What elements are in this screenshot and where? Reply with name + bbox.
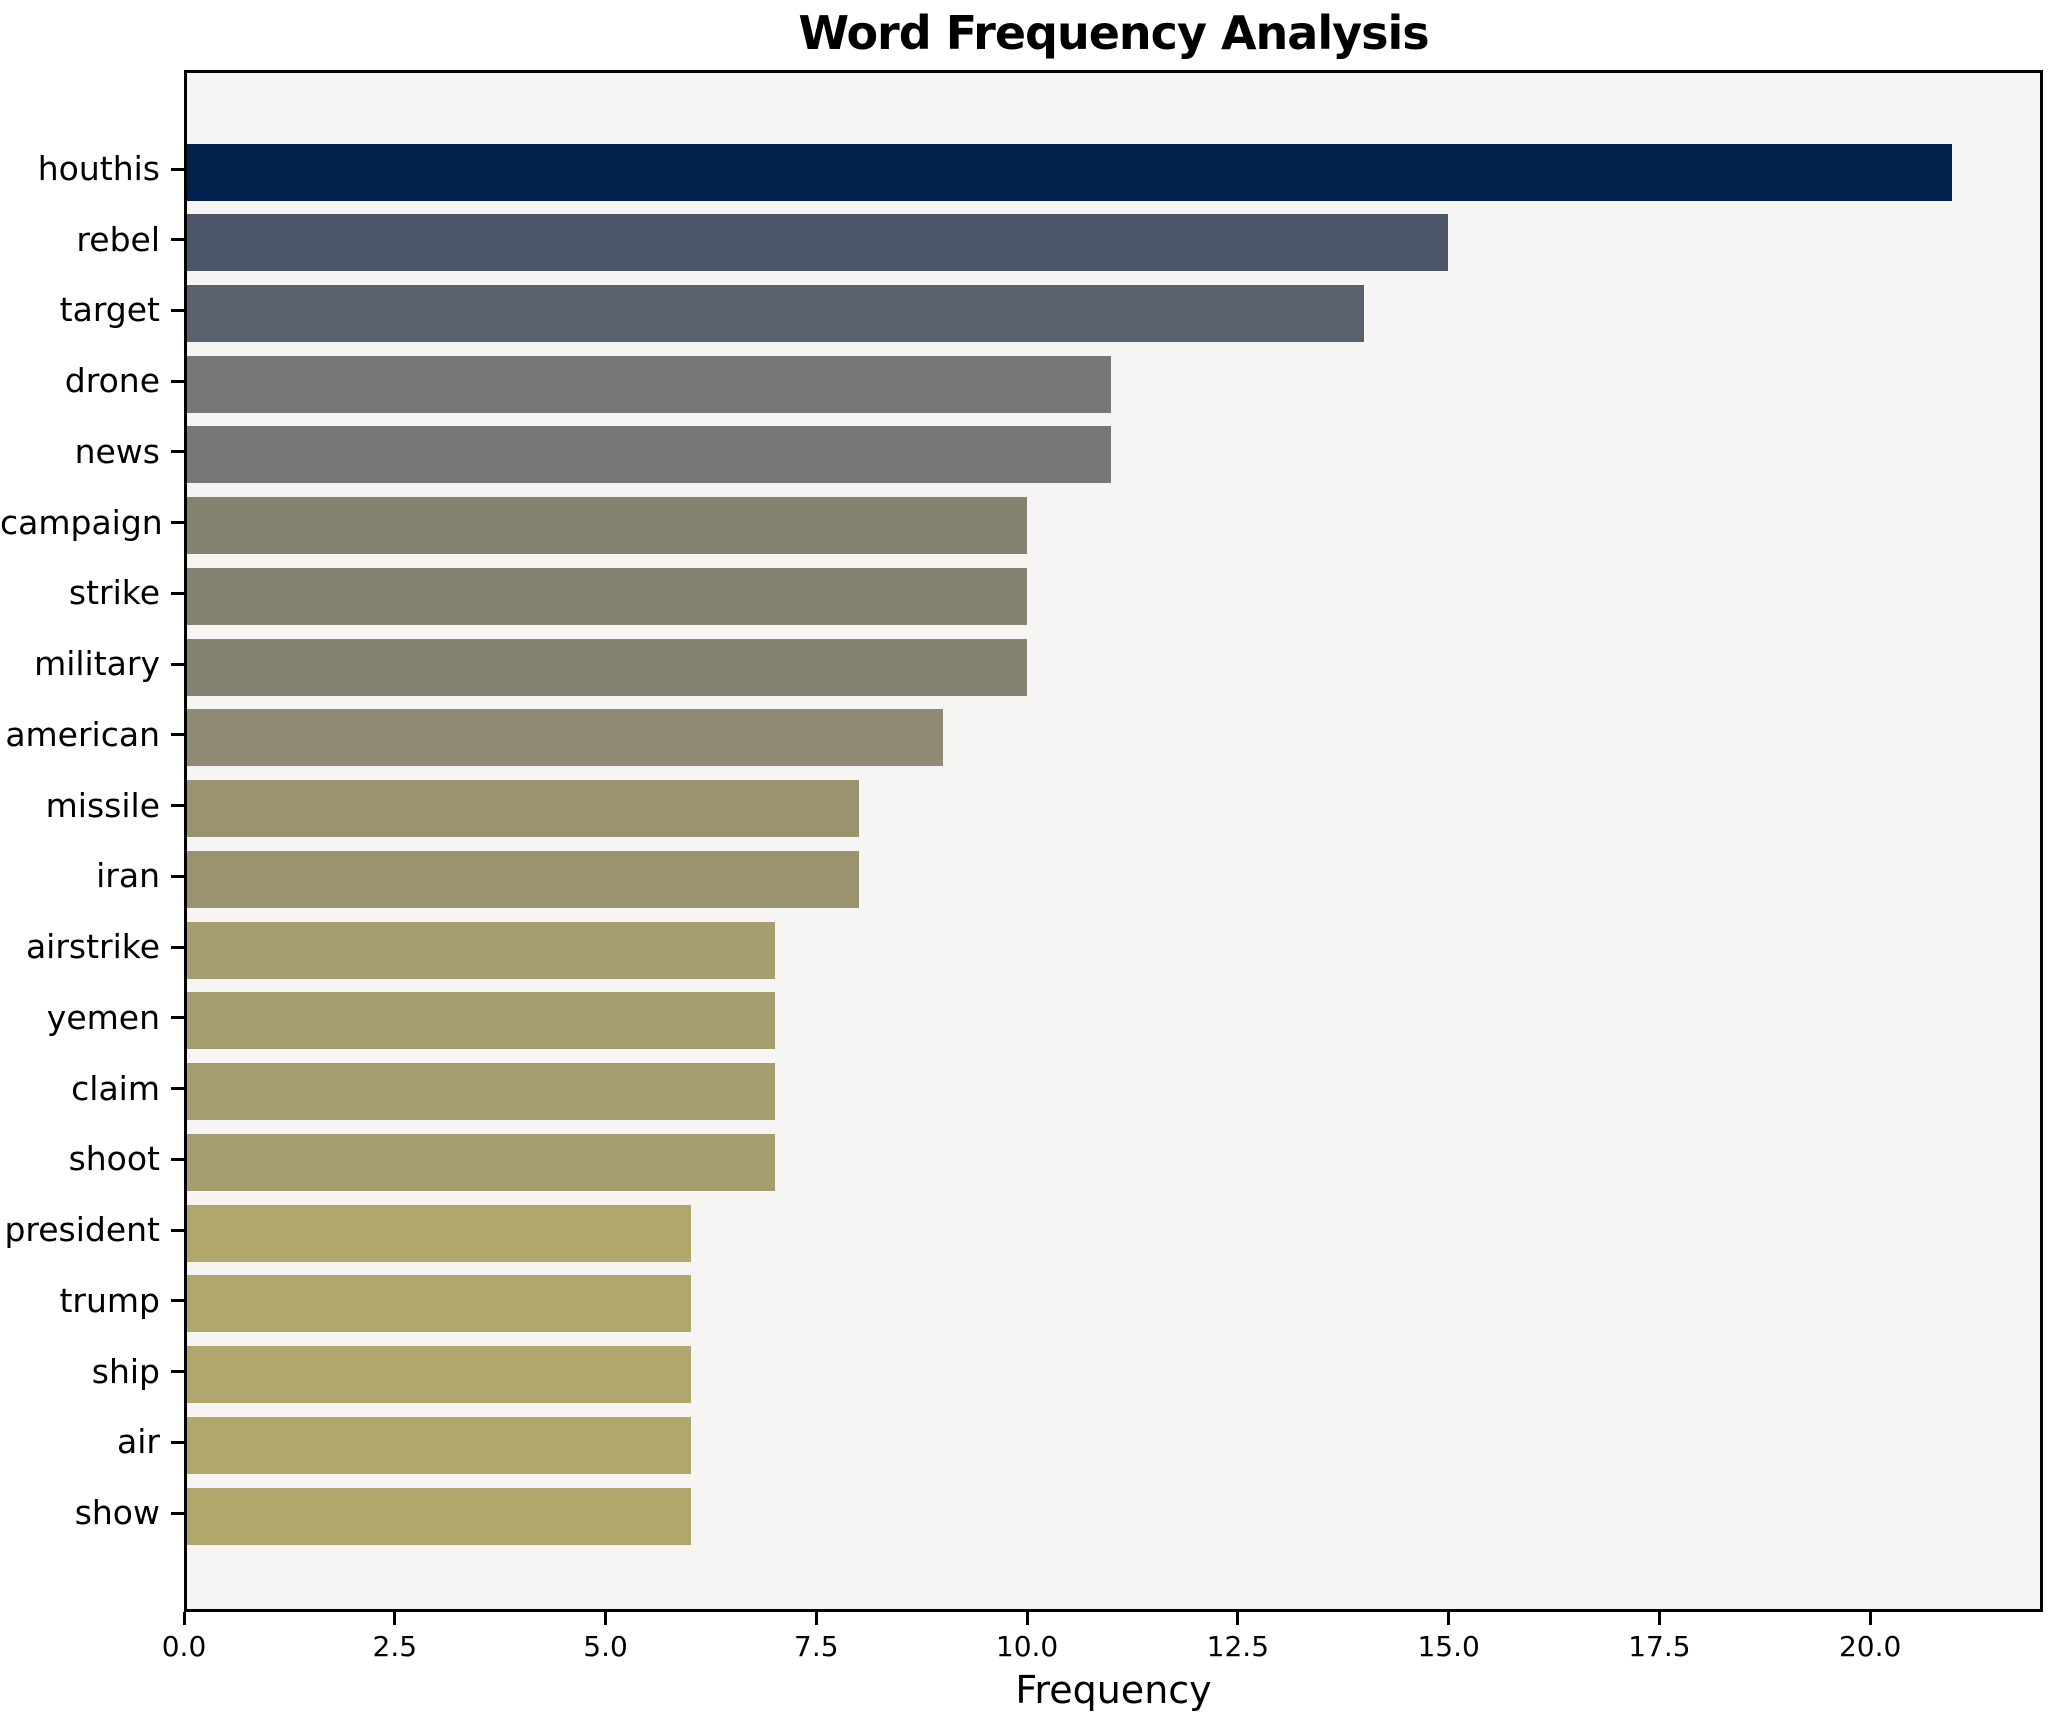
- y-tick-mark: [171, 1299, 184, 1303]
- chart-title: Word Frequency Analysis: [798, 6, 1429, 60]
- y-tick-mark: [171, 1440, 184, 1444]
- y-tick-label-target: target: [59, 290, 160, 330]
- y-tick-mark: [171, 238, 184, 242]
- y-tick-mark: [171, 1087, 184, 1091]
- x-tick-label-7.5: 7.5: [794, 1630, 839, 1663]
- y-tick-mark: [171, 1370, 184, 1374]
- x-tick-mark: [1236, 1612, 1240, 1625]
- x-tick-label-5.0: 5.0: [583, 1630, 628, 1663]
- x-tick-mark: [393, 1612, 397, 1625]
- x-tick-mark: [814, 1612, 818, 1625]
- bar-air: [187, 1416, 692, 1474]
- y-tick-label-yemen: yemen: [46, 997, 160, 1037]
- y-tick-mark: [171, 733, 184, 737]
- y-tick-label-strike: strike: [68, 573, 160, 613]
- y-tick-label-claim: claim: [71, 1068, 160, 1108]
- y-tick-mark: [171, 521, 184, 525]
- y-tick-label-trump: trump: [59, 1280, 160, 1320]
- bar-news: [187, 426, 1112, 484]
- y-tick-mark: [171, 450, 184, 454]
- bar-claim: [187, 1063, 776, 1121]
- y-tick-mark: [171, 379, 184, 383]
- y-tick-label-drone: drone: [64, 361, 160, 401]
- bar-rebel: [187, 214, 1448, 272]
- x-tick-label-2.5: 2.5: [372, 1630, 418, 1663]
- y-tick-mark: [171, 167, 184, 171]
- bar-trump: [187, 1275, 692, 1333]
- x-tick-label-20.0: 20.0: [1838, 1630, 1902, 1663]
- x-tick-mark: [1025, 1612, 1029, 1625]
- bar-houthis: [187, 143, 1952, 201]
- bar-american: [187, 709, 944, 767]
- x-tick-mark: [1868, 1612, 1872, 1625]
- y-tick-mark: [171, 1157, 184, 1161]
- bar-yemen: [187, 992, 776, 1050]
- y-tick-label-airstrike: airstrike: [25, 927, 160, 967]
- y-tick-mark: [171, 1511, 184, 1515]
- plot-area: [184, 70, 2043, 1612]
- y-tick-label-iran: iran: [96, 856, 160, 896]
- bar-target: [187, 284, 1364, 342]
- y-tick-label-campaign: campaign: [0, 502, 163, 542]
- bar-drone: [187, 355, 1112, 413]
- y-tick-label-american: american: [5, 714, 160, 754]
- y-tick-mark: [171, 1016, 184, 1020]
- y-tick-label-ship: ship: [91, 1351, 160, 1391]
- x-tick-mark: [1447, 1612, 1451, 1625]
- x-axis-label: Frequency: [1015, 1668, 1212, 1712]
- x-tick-label-17.5: 17.5: [1628, 1630, 1691, 1663]
- bar-missile: [187, 780, 860, 838]
- x-tick-mark: [604, 1612, 608, 1625]
- y-tick-label-news: news: [74, 431, 160, 471]
- y-tick-label-president: president: [4, 1210, 160, 1250]
- y-tick-label-show: show: [74, 1493, 160, 1533]
- y-tick-label-shoot: shoot: [68, 1139, 160, 1179]
- bar-shoot: [187, 1133, 776, 1191]
- x-tick-label-0.0: 0.0: [161, 1630, 207, 1663]
- x-tick-label-10.0: 10.0: [995, 1630, 1059, 1663]
- x-tick-mark: [182, 1612, 186, 1625]
- bar-strike: [187, 567, 1028, 625]
- y-tick-mark: [171, 308, 184, 312]
- y-tick-mark: [171, 662, 184, 666]
- y-tick-label-missile: missile: [45, 785, 160, 825]
- y-tick-label-air: air: [117, 1422, 160, 1462]
- bar-iran: [187, 850, 860, 908]
- y-tick-mark: [171, 874, 184, 878]
- y-tick-label-rebel: rebel: [76, 219, 160, 259]
- y-tick-mark: [171, 1228, 184, 1232]
- y-tick-label-military: military: [34, 644, 160, 684]
- bar-ship: [187, 1346, 692, 1404]
- x-tick-mark: [1657, 1612, 1661, 1625]
- y-tick-mark: [171, 945, 184, 949]
- bar-show: [187, 1487, 692, 1545]
- bar-campaign: [187, 497, 1028, 555]
- y-tick-label-houthis: houthis: [37, 149, 160, 188]
- y-tick-mark: [171, 591, 184, 595]
- x-tick-label-15.0: 15.0: [1417, 1630, 1480, 1663]
- bar-airstrike: [187, 921, 776, 979]
- bar-president: [187, 1204, 692, 1262]
- bar-military: [187, 638, 1028, 696]
- x-tick-label-12.5: 12.5: [1206, 1630, 1270, 1663]
- y-tick-mark: [171, 804, 184, 808]
